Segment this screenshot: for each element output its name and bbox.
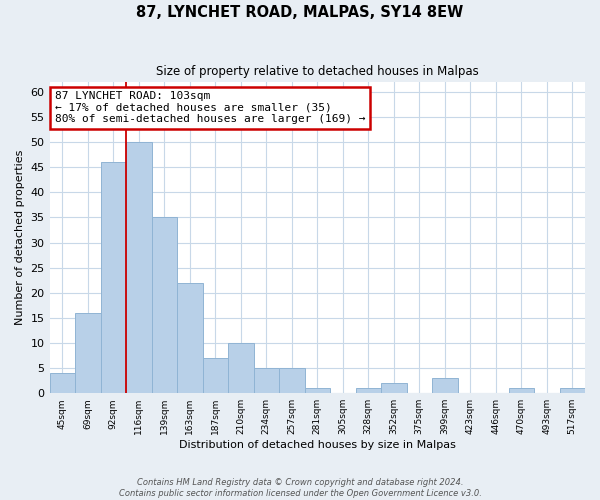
Text: 87 LYNCHET ROAD: 103sqm
← 17% of detached houses are smaller (35)
80% of semi-de: 87 LYNCHET ROAD: 103sqm ← 17% of detache…	[55, 92, 365, 124]
Bar	[305, 388, 330, 393]
Bar	[126, 142, 152, 393]
Bar	[432, 378, 458, 393]
Text: Contains HM Land Registry data © Crown copyright and database right 2024.
Contai: Contains HM Land Registry data © Crown c…	[119, 478, 481, 498]
Bar	[356, 388, 381, 393]
Bar	[381, 383, 407, 393]
Bar	[50, 373, 75, 393]
Text: 87, LYNCHET ROAD, MALPAS, SY14 8EW: 87, LYNCHET ROAD, MALPAS, SY14 8EW	[136, 5, 464, 20]
Bar	[177, 283, 203, 393]
Bar	[228, 343, 254, 393]
Bar	[75, 313, 101, 393]
Bar	[152, 218, 177, 393]
Bar	[101, 162, 126, 393]
X-axis label: Distribution of detached houses by size in Malpas: Distribution of detached houses by size …	[179, 440, 456, 450]
Bar	[509, 388, 534, 393]
Bar	[203, 358, 228, 393]
Bar	[254, 368, 279, 393]
Bar	[279, 368, 305, 393]
Bar	[560, 388, 585, 393]
Title: Size of property relative to detached houses in Malpas: Size of property relative to detached ho…	[156, 65, 479, 78]
Y-axis label: Number of detached properties: Number of detached properties	[15, 150, 25, 326]
